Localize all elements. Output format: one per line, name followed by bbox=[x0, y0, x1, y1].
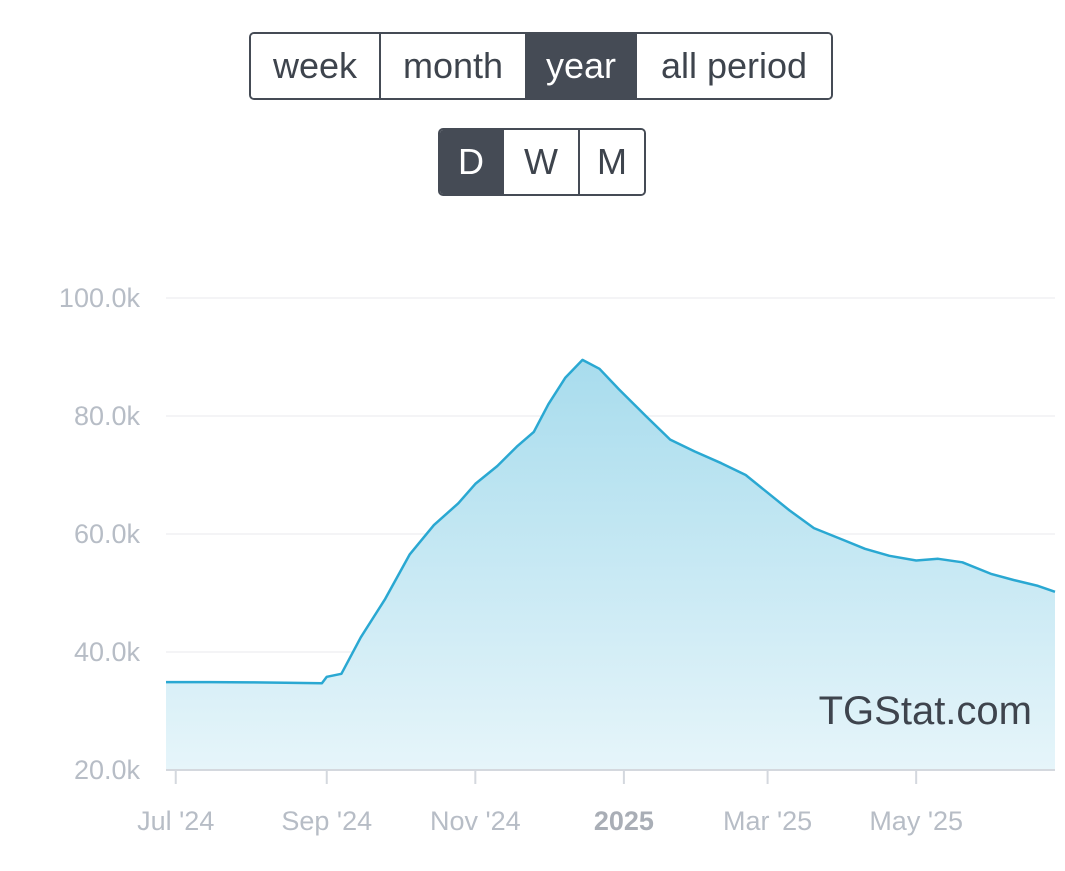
y-tick-label: 40.0k bbox=[74, 637, 141, 667]
axis-layer: 20.0k 40.0k 60.0k 80.0k 100.0k Jul '24 Sep '24… bbox=[59, 283, 1055, 836]
period-all-button[interactable]: all period bbox=[635, 34, 831, 98]
y-tick-label: 100.0k bbox=[59, 283, 141, 313]
x-tick-label: Jul '24 bbox=[137, 806, 214, 836]
period-month-button[interactable]: month bbox=[379, 34, 525, 98]
x-tick-label: Mar '25 bbox=[723, 806, 812, 836]
x-tick-label: Sep '24 bbox=[281, 806, 372, 836]
y-tick-label: 20.0k bbox=[74, 755, 141, 785]
watermark: TGStat.com bbox=[819, 689, 1032, 733]
series-area bbox=[166, 359, 1055, 770]
area-layer bbox=[166, 358, 1056, 770]
y-tick-label: 80.0k bbox=[74, 401, 141, 431]
granularity-selector: D W M bbox=[438, 128, 646, 196]
granularity-month-button[interactable]: M bbox=[578, 130, 644, 194]
granularity-day-button[interactable]: D bbox=[440, 130, 502, 194]
x-tick-label: May '25 bbox=[869, 806, 963, 836]
x-tick-label: Nov '24 bbox=[430, 806, 521, 836]
period-selector: week month year all period bbox=[249, 32, 833, 100]
x-tick-label: 2025 bbox=[594, 806, 654, 836]
period-week-button[interactable]: week bbox=[251, 34, 379, 98]
y-tick-label: 60.0k bbox=[74, 519, 141, 549]
period-year-button[interactable]: year bbox=[525, 34, 635, 98]
granularity-week-button[interactable]: W bbox=[502, 130, 578, 194]
series-line bbox=[166, 358, 1056, 685]
